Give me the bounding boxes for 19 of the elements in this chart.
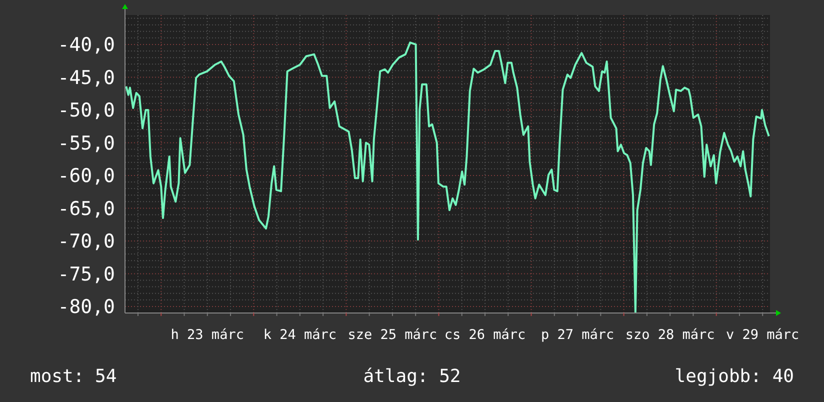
y-tick-label: -55,0 — [58, 132, 115, 154]
x-tick-label: k 24 márc — [263, 327, 336, 343]
y-tick-label: -40,0 — [58, 34, 115, 56]
y-tick-label: -75,0 — [58, 263, 115, 286]
x-tick-label: h 23 márc — [170, 327, 244, 343]
x-tick-label: sze 25 márc — [348, 327, 438, 343]
y-tick-label: -80,0 — [58, 296, 115, 318]
x-tick-label: v 29 márc — [726, 327, 800, 343]
y-tick-label: -50,0 — [58, 100, 115, 122]
x-tick-label: p 27 márc — [540, 327, 614, 343]
text: most: 54 — [30, 366, 117, 387]
y-tick-label: -45,0 — [58, 66, 115, 89]
y-tick-label: -65,0 — [58, 198, 115, 220]
y-tick-label: -70,0 — [58, 230, 115, 253]
x-tick-label: szo 28 márc — [625, 327, 715, 343]
text: átlag: 52 — [363, 366, 461, 387]
x-tick-label: cs 26 márc — [444, 327, 526, 343]
y-tick-label: -60,0 — [58, 165, 115, 188]
text: legjobb: 40 — [674, 366, 794, 387]
